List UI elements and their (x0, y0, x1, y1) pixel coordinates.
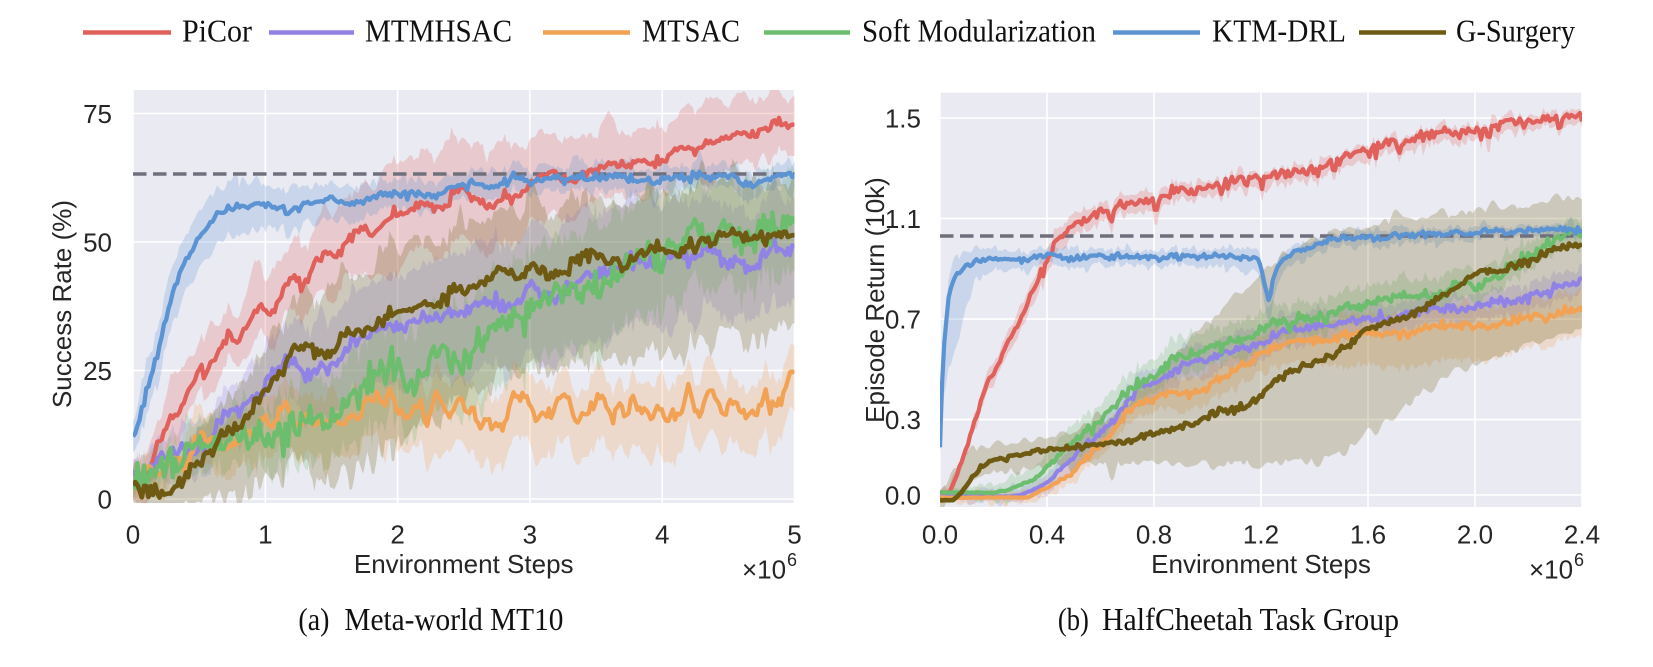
svg-text:KTM-DRL: KTM-DRL (1212, 13, 1346, 49)
svg-text:0.3: 0.3 (885, 405, 921, 435)
svg-text:1: 1 (258, 520, 272, 550)
svg-text:75: 75 (83, 99, 112, 129)
svg-text:2: 2 (390, 520, 404, 550)
svg-text:Success Rate (%): Success Rate (%) (47, 200, 77, 408)
svg-text:0: 0 (98, 484, 112, 514)
svg-text:6: 6 (787, 550, 797, 570)
svg-text:1.5: 1.5 (885, 103, 921, 133)
svg-text:0.0: 0.0 (922, 520, 958, 550)
svg-text:5: 5 (787, 520, 801, 550)
svg-text:MTSAC: MTSAC (642, 13, 740, 49)
svg-text:1.2: 1.2 (1243, 520, 1279, 550)
svg-text:0: 0 (126, 520, 140, 550)
svg-text:0.0: 0.0 (885, 480, 921, 510)
svg-text:6: 6 (1574, 550, 1584, 570)
svg-text:0.4: 0.4 (1029, 520, 1065, 550)
svg-text:1.1: 1.1 (885, 204, 921, 234)
svg-text:2.0: 2.0 (1457, 520, 1493, 550)
svg-text:MTMHSAC: MTMHSAC (365, 13, 512, 49)
svg-text:0.8: 0.8 (1136, 520, 1172, 550)
svg-text:(a): (a) (298, 601, 329, 637)
svg-text:1.6: 1.6 (1350, 520, 1386, 550)
svg-text:3: 3 (523, 520, 537, 550)
svg-text:4: 4 (655, 520, 669, 550)
svg-text:(b): (b) (1058, 601, 1089, 637)
svg-text:PiCor: PiCor (182, 13, 252, 49)
svg-text:Episode Return (10k): Episode Return (10k) (860, 177, 890, 423)
svg-text:G-Surgery: G-Surgery (1456, 13, 1575, 49)
svg-text:Meta-world MT10: Meta-world MT10 (344, 601, 563, 637)
svg-text:25: 25 (83, 356, 112, 386)
svg-text:0.7: 0.7 (885, 304, 921, 334)
svg-text:Environment Steps: Environment Steps (354, 549, 574, 579)
svg-text:HalfCheetah Task Group: HalfCheetah Task Group (1102, 601, 1399, 637)
svg-text:2.4: 2.4 (1564, 520, 1600, 550)
svg-text:50: 50 (83, 227, 112, 257)
svg-text:×10: ×10 (742, 555, 786, 585)
svg-text:Soft Modularization: Soft Modularization (862, 13, 1096, 49)
svg-text:×10: ×10 (1529, 555, 1573, 585)
svg-text:Environment Steps: Environment Steps (1151, 549, 1371, 579)
